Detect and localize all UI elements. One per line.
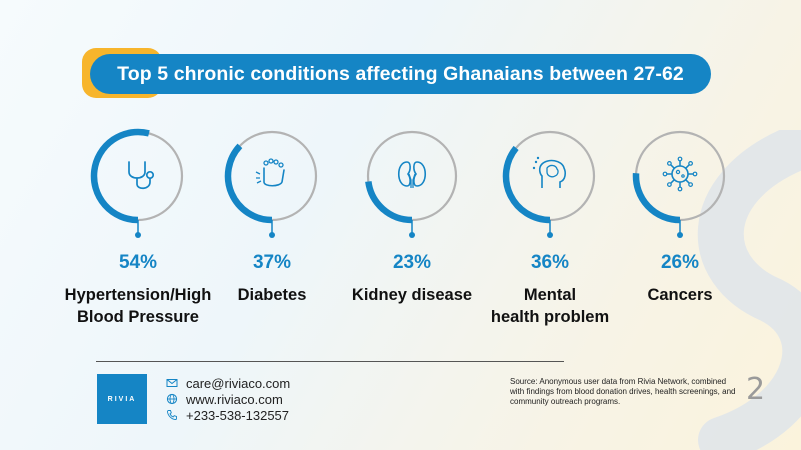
category-label: Hypertension/High Blood Pressure [48, 284, 228, 328]
value-label: 37% [252, 252, 292, 273]
value-label: 26% [660, 252, 700, 273]
category-label-line: Blood Pressure [77, 308, 199, 326]
category-label-line: Cancers [647, 286, 713, 304]
progress-arc [224, 143, 273, 224]
value-label: 36% [530, 252, 570, 273]
footer-divider [96, 361, 564, 362]
progress-arc [365, 180, 413, 224]
title-banner: Top 5 chronic conditions affecting Ghana… [82, 48, 711, 98]
email-icon [166, 379, 178, 387]
condition-marker-2 [224, 130, 318, 238]
category-label-line: Hypertension/High [64, 286, 212, 304]
page-number: 2 [746, 372, 766, 407]
phone-row: +233-538-132557 [166, 407, 290, 423]
marker-dot [409, 232, 415, 238]
website-row: www.riviaco.com [166, 391, 290, 407]
value-label: 23% [392, 252, 432, 273]
foot-icon [255, 158, 285, 187]
value-label: 54% [118, 252, 158, 273]
marker-dot [269, 232, 275, 238]
marker-dot [135, 232, 141, 238]
progress-arc [632, 173, 681, 224]
category-label-line: Mental [523, 286, 577, 304]
category-label-line: Kidney disease [351, 286, 473, 304]
kidneys-icon [397, 161, 427, 188]
phone-icon [167, 410, 177, 420]
background-decoration [697, 130, 801, 450]
category-label-line: health problem [490, 308, 610, 326]
virus-cell-icon [662, 156, 698, 192]
category-label-line: Diabetes [237, 286, 307, 304]
email-link[interactable]: care@riviaco.com [186, 375, 291, 391]
source-note: Source: Anonymous user data from Rivia N… [510, 377, 736, 406]
contact-info: care@riviaco.com www.riviaco.com +233-53… [166, 375, 290, 423]
phone-number[interactable]: +233-538-132557 [186, 407, 290, 423]
category-label: Kidney disease [322, 284, 502, 306]
logo-text: RIVIA [107, 395, 137, 403]
progress-arc [90, 128, 150, 224]
condition-marker-5 [632, 130, 726, 238]
rivia-logo: RIVIA [97, 374, 147, 424]
condition-marker-3 [365, 130, 458, 238]
category-label: Cancers [590, 284, 770, 306]
email-row: care@riviaco.com [166, 375, 290, 391]
category-label: Diabetes [182, 284, 362, 306]
marker-dot [547, 232, 553, 238]
condition-marker-4 [502, 130, 596, 238]
website-link[interactable]: www.riviaco.com [186, 391, 283, 407]
brain-head-icon [532, 156, 566, 188]
marker-dot [677, 232, 683, 238]
category-label: Mental health problem [460, 284, 640, 328]
stethoscope-icon [128, 161, 155, 190]
page-title: Top 5 chronic conditions affecting Ghana… [90, 54, 711, 94]
condition-marker-1 [90, 128, 184, 238]
progress-arc [502, 145, 551, 224]
globe-icon [166, 393, 178, 405]
